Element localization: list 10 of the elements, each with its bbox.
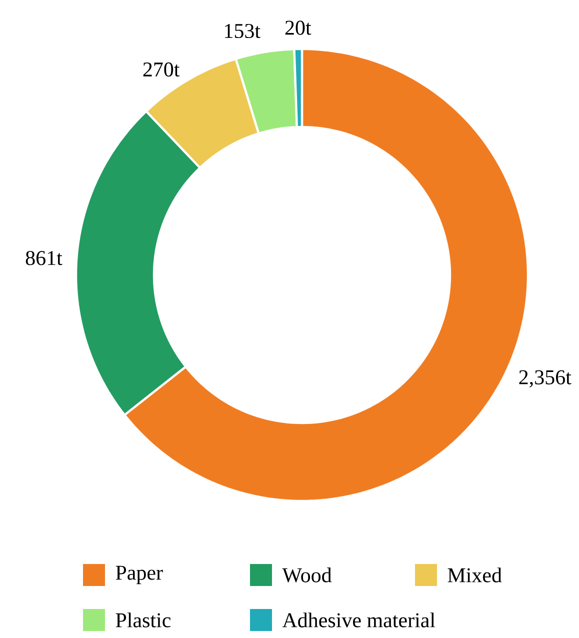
data-label: 2,356t bbox=[519, 370, 572, 388]
legend-label: Plastic bbox=[116, 612, 171, 628]
data-label: 153t bbox=[225, 24, 260, 38]
legend-label: Paper bbox=[116, 566, 163, 584]
data-label: 270t bbox=[143, 62, 180, 77]
legend-label: Wood bbox=[282, 568, 332, 582]
data-label: 861t bbox=[26, 250, 62, 266]
data-label: 20t bbox=[285, 20, 312, 35]
legend-label: Adhesive material bbox=[282, 612, 436, 628]
legend-label: Mixed bbox=[448, 568, 502, 582]
